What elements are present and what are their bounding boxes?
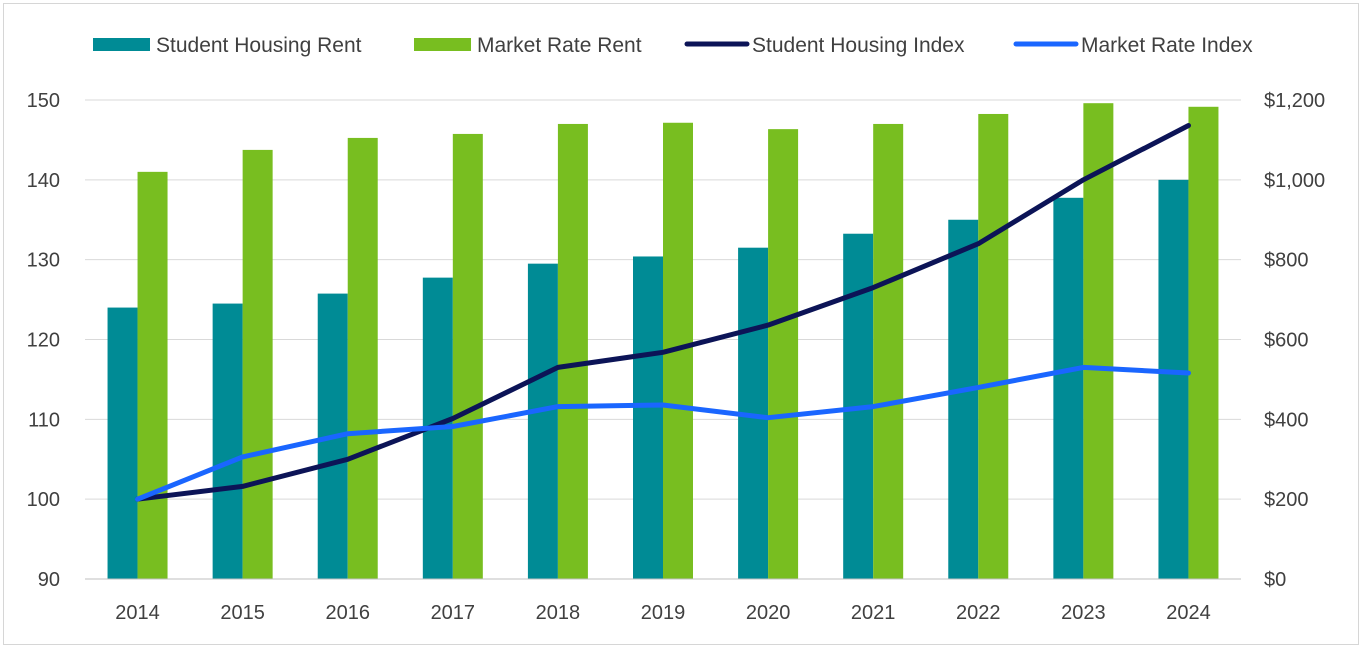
bar-market-rate-rent bbox=[347, 137, 378, 579]
bar-student-housing-rent bbox=[107, 307, 138, 579]
x-tick-label: 2018 bbox=[536, 602, 581, 624]
x-tick-label: 2014 bbox=[115, 602, 160, 624]
y-left-tick-label: 120 bbox=[27, 330, 60, 352]
y-right-tick-label: $1,200 bbox=[1264, 90, 1325, 112]
bar-student-housing-rent bbox=[1158, 179, 1189, 580]
y-right-tick-label: $200 bbox=[1264, 489, 1309, 511]
axes: 90 100 110 120 130 140 150 $0 $200 $400 $600 $800 $1… bbox=[27, 90, 1326, 624]
bar-market-rate-rent bbox=[557, 123, 588, 579]
x-tick-label: 2022 bbox=[956, 602, 1001, 624]
bars bbox=[107, 103, 1219, 580]
bar-student-housing-rent bbox=[633, 256, 663, 579]
bar-student-housing-rent bbox=[1053, 197, 1084, 579]
legend: Student Housing Rent Market Rate Rent Stud… bbox=[93, 34, 1253, 57]
y-left-tick-label: 110 bbox=[28, 409, 60, 431]
legend-swatch-student-housing-rent bbox=[93, 38, 150, 51]
x-tick-label: 2020 bbox=[746, 602, 791, 624]
x-tick-label: 2024 bbox=[1166, 602, 1211, 624]
legend-label-student-housing-index: Student Housing Index bbox=[752, 34, 965, 57]
legend-label-market-rate-rent: Market Rate Rent bbox=[477, 34, 642, 57]
bar-market-rate-rent bbox=[137, 171, 168, 579]
x-tick-label: 2021 bbox=[851, 602, 896, 624]
bar-student-housing-rent bbox=[212, 303, 243, 579]
line-market-rate-index bbox=[135, 364, 1191, 502]
x-tick-label: 2019 bbox=[641, 602, 686, 624]
y-right-tick-label: $400 bbox=[1264, 409, 1309, 431]
bar-student-housing-rent bbox=[948, 219, 979, 579]
x-tick-label: 2017 bbox=[431, 602, 476, 624]
bar-student-housing-rent bbox=[527, 263, 558, 579]
bar-market-rate-rent bbox=[1188, 106, 1219, 580]
x-tick-label: 2016 bbox=[325, 602, 370, 624]
legend-label-student-housing-rent: Student Housing Rent bbox=[156, 34, 362, 57]
y-right-tick-label: $600 bbox=[1264, 330, 1309, 352]
bar-market-rate-rent bbox=[242, 149, 273, 580]
y-left-tick-label: 150 bbox=[27, 90, 60, 112]
lines bbox=[135, 123, 1191, 502]
line-student-housing-index bbox=[135, 123, 1191, 502]
x-tick-label: 2015 bbox=[220, 602, 265, 624]
bar-market-rate-rent bbox=[768, 129, 799, 579]
y-right-tick-label: $800 bbox=[1264, 250, 1309, 272]
legend-swatch-market-rate-rent bbox=[414, 38, 471, 51]
bar-market-rate-rent bbox=[873, 123, 904, 579]
bar-market-rate-rent bbox=[452, 133, 483, 579]
legend-label-market-rate-index: Market Rate Index bbox=[1081, 34, 1253, 57]
bar-market-rate-rent bbox=[978, 113, 1009, 580]
y-left-tick-label: 100 bbox=[27, 489, 60, 511]
y-left-tick-label: 130 bbox=[27, 250, 60, 272]
y-left-tick-label: 140 bbox=[27, 170, 60, 192]
bar-market-rate-rent bbox=[1083, 103, 1114, 580]
x-tick-label: 2023 bbox=[1061, 602, 1106, 624]
y-left-tick-label: 90 bbox=[38, 569, 60, 591]
y-right-tick-label: $1,000 bbox=[1264, 170, 1325, 192]
y-right-tick-label: $0 bbox=[1264, 569, 1286, 591]
